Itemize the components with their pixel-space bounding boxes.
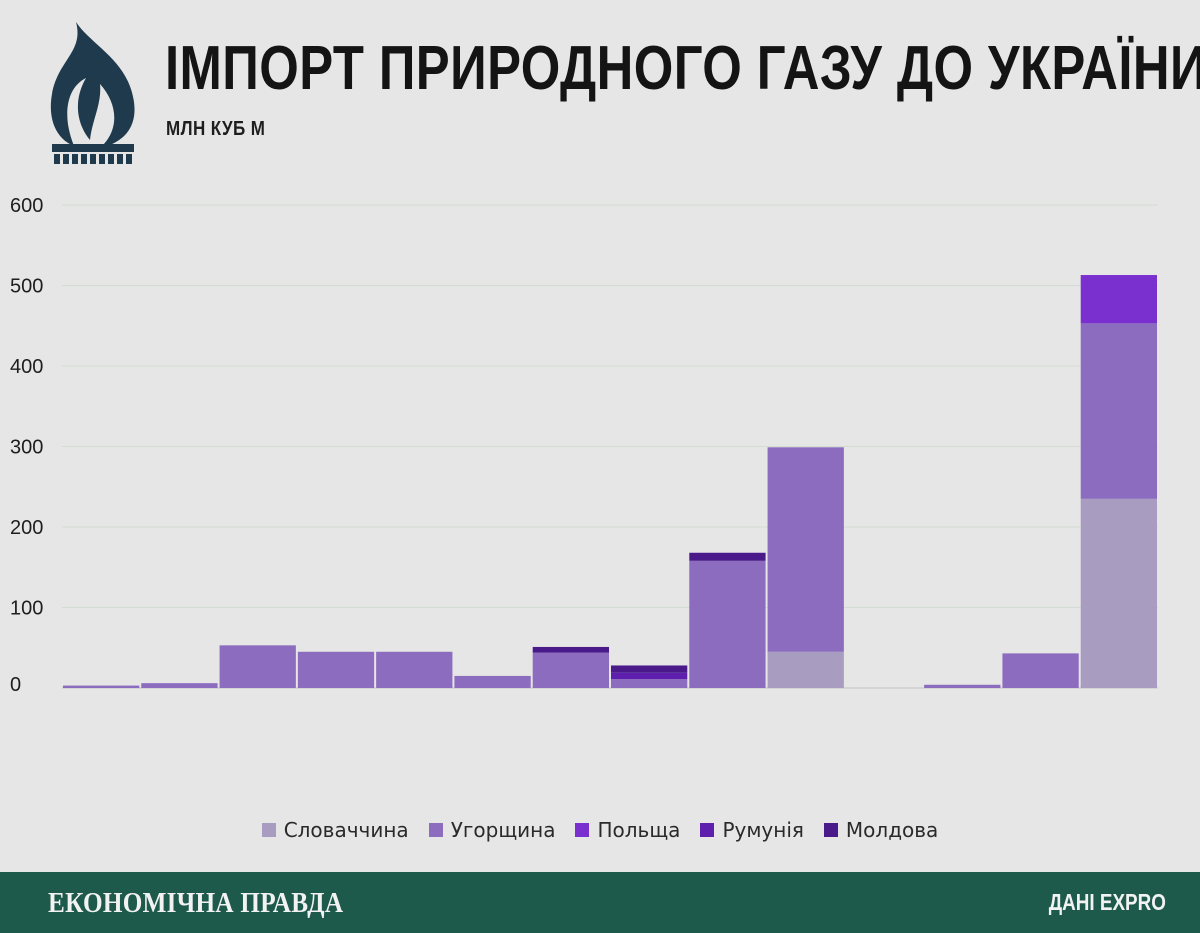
bar-segment — [219, 645, 296, 688]
bar-segment — [611, 679, 688, 688]
y-tick-label: 600 — [10, 195, 43, 217]
legend-label: Румунія — [722, 818, 804, 842]
y-tick-label: 500 — [10, 276, 43, 298]
y-tick-label: 100 — [10, 598, 43, 620]
bar-segment — [689, 552, 766, 561]
gas-flame-icon — [50, 22, 135, 164]
chart-subtitle: МЛН КУБ М — [166, 118, 266, 140]
legend-item: Польща — [575, 818, 680, 842]
bar-segment — [297, 651, 375, 688]
legend-swatch — [823, 823, 838, 837]
gridlines — [62, 204, 1158, 689]
legend-item: Угорщина — [428, 818, 556, 842]
bar-segment — [611, 665, 688, 673]
legend-item: Словаччина — [261, 818, 409, 842]
bar-segment — [1080, 275, 1157, 324]
bar-segment — [532, 646, 609, 653]
bar-segment — [532, 652, 609, 688]
legend-swatch — [575, 823, 590, 837]
footer-brand: ЕКОНОМІЧНА ПРАВДА — [48, 888, 344, 919]
legend-label: Словаччина — [283, 818, 409, 842]
footer-source: ДАНІ EXPRO — [1048, 889, 1166, 915]
legend-label: Молдова — [845, 818, 939, 842]
chart-legend: Словаччина Угорщина Польща Румунія Молдова — [0, 818, 1200, 842]
legend-item: Молдова — [823, 818, 939, 842]
bar-segment — [767, 651, 844, 688]
bar-segment — [1002, 653, 1079, 688]
legend-label: Угорщина — [450, 818, 556, 842]
bar-segment — [376, 651, 453, 688]
y-tick-label: 0 — [10, 674, 21, 696]
bar-segment — [454, 675, 531, 688]
axis-labels: 0100200300400500600СІЧЛЮТБЕРКВІТРАЧЕРЛИП… — [10, 195, 43, 696]
legend-item: Румунія — [700, 818, 804, 842]
y-tick-label: 400 — [10, 356, 43, 378]
bar-segment — [767, 447, 844, 652]
legend-swatch — [261, 823, 276, 837]
y-tick-label: 200 — [10, 517, 43, 539]
bar-segment — [689, 560, 766, 688]
stacked-bar-chart: 0100200300400500600СІЧЛЮТБЕРКВІТРАЧЕРЛИП… — [10, 195, 1158, 696]
bar-segment — [611, 672, 688, 680]
bar-segment — [1080, 323, 1157, 499]
legend-label: Польща — [597, 818, 681, 842]
bar-segment — [63, 685, 140, 688]
chart-title: ІМПОРТ ПРИРОДНОГО ГАЗУ ДО УКРАЇНИ — [165, 34, 1200, 103]
bar-segment — [924, 684, 1001, 688]
bars — [63, 275, 1157, 688]
legend-swatch — [428, 823, 443, 837]
gas-flame-logo — [48, 20, 138, 166]
y-tick-label: 300 — [10, 437, 43, 459]
footer-bar: ЕКОНОМІЧНА ПРАВДА ДАНІ EXPRO — [0, 872, 1200, 933]
bar-segment — [141, 683, 218, 688]
legend-swatch — [700, 823, 715, 837]
bar-segment — [1080, 498, 1157, 688]
